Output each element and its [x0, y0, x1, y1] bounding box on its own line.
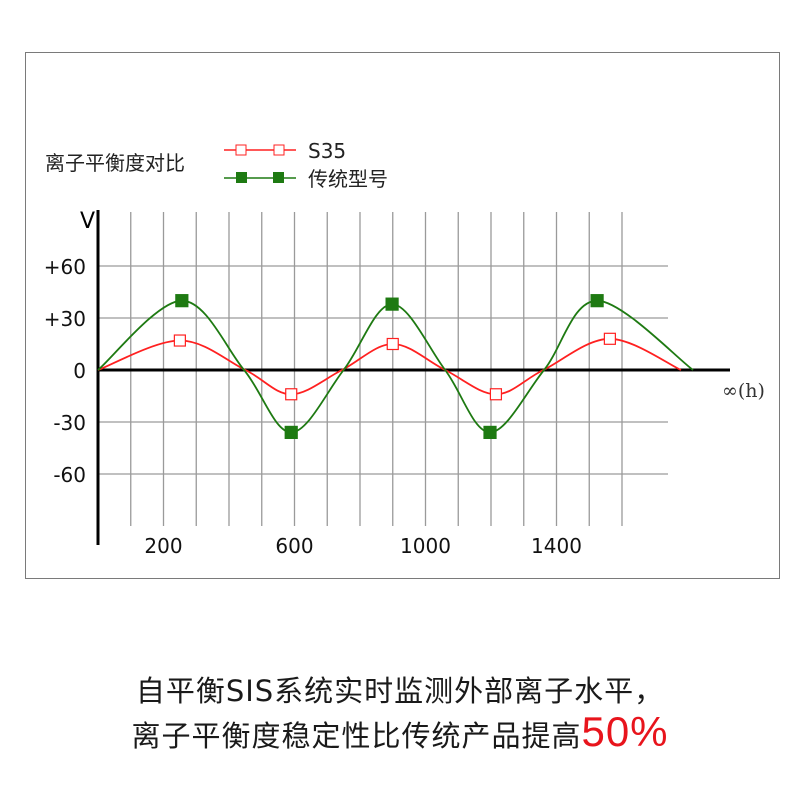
caption-line-2: 离子平衡度稳定性比传统产品提高50%: [0, 708, 800, 756]
legend-marker-traditional: [236, 172, 247, 183]
y-tick-label: -60: [53, 463, 86, 487]
y-tick-label: -30: [53, 411, 86, 435]
x-tick-label: 1000: [400, 534, 451, 558]
y-tick-label: +60: [44, 255, 86, 279]
series-marker-0: [489, 388, 503, 401]
caption-line-1: 自平衡SIS系统实时监测外部离子水平，: [135, 674, 665, 708]
legend-label-s35: S35: [308, 139, 346, 163]
chart-frame: [25, 52, 780, 579]
x-tick-label: 200: [144, 534, 182, 558]
series-marker-1: [483, 425, 497, 439]
x-tick-label: 600: [275, 534, 313, 558]
series-marker-0: [285, 388, 298, 401]
chart-title: 离子平衡度对比: [45, 151, 185, 175]
legend-marker-s35: [235, 144, 247, 156]
series-marker-1: [284, 425, 298, 439]
y-axis-label: V: [80, 209, 95, 234]
caption-highlight: 50%: [581, 708, 669, 755]
series-marker-1: [590, 294, 604, 308]
x-tick-label: 1400: [531, 534, 582, 558]
legend-marker-s35: [273, 144, 285, 156]
series-line-1: [97, 299, 694, 434]
series-marker-0: [386, 337, 399, 351]
x-axis-label: ∞(h): [722, 380, 765, 402]
y-tick-label: 0: [73, 359, 86, 383]
y-tick-label: +30: [44, 307, 86, 331]
caption-text: 离子平衡度稳定性比传统产品提高: [131, 719, 582, 753]
legend-label-traditional: 传统型号: [308, 167, 388, 191]
series-marker-0: [603, 332, 616, 345]
series-marker-0: [173, 334, 186, 347]
series-marker-1: [175, 294, 189, 308]
legend-marker-traditional: [273, 172, 284, 183]
series-marker-1: [385, 297, 399, 311]
chart: +60 +30 0 -30 -60 200 600 1000 1400 V ∞(h) 离子平衡度对比…: [44, 139, 765, 558]
